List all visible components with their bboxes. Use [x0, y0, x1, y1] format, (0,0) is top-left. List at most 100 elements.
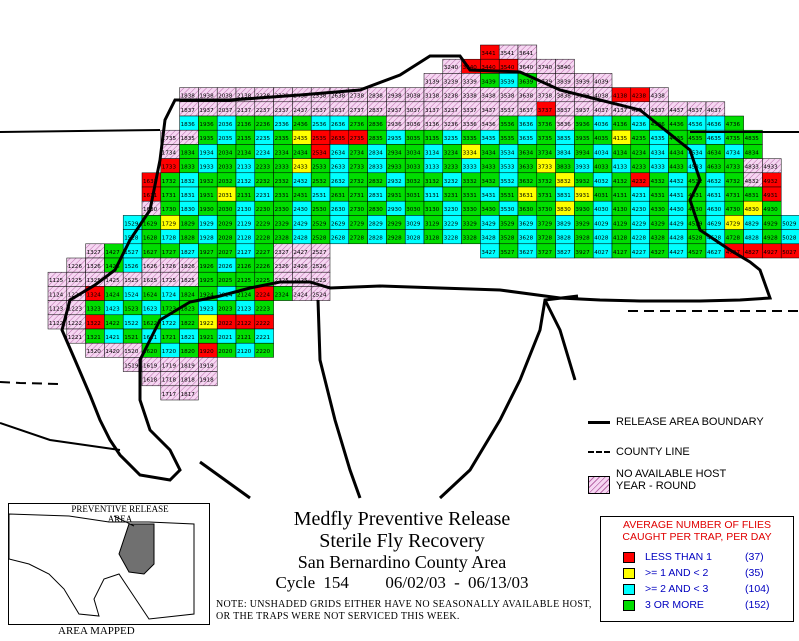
- grid-cell-label: 4433: [669, 165, 684, 171]
- flies-count-ge1: (35): [745, 567, 764, 579]
- grid-cell-label: 2635: [331, 136, 346, 142]
- grid-cell-label: 2328: [275, 236, 290, 242]
- grid-cell-label: 1818: [181, 378, 196, 384]
- grid-cell-label: 1421: [105, 335, 120, 341]
- grid-cell-label: 1719: [162, 363, 177, 369]
- grid-cell-label: 2737: [350, 108, 365, 114]
- grid-cell-label: 1821: [181, 335, 196, 341]
- grid-cell-label: 3828: [557, 236, 572, 242]
- grid-cell-label: 2229: [256, 221, 271, 227]
- grid-cell-label: 2228: [256, 236, 271, 242]
- grid-cell-label: 1920: [199, 349, 214, 355]
- grid-cell-label: 2538: [312, 94, 327, 100]
- grid-cell-label: 4531: [688, 193, 703, 199]
- inset-title-line-1: PREVENTIVE RELEASE: [71, 504, 169, 514]
- grid-cell-label: 3830: [557, 207, 572, 213]
- grid-cell-label: 4038: [594, 94, 609, 100]
- grid-cell-label: 4431: [669, 193, 684, 199]
- grid-cell-label: 4627: [707, 250, 722, 256]
- grid-cell-label: 2021: [218, 335, 233, 341]
- road-line-3: [316, 299, 362, 499]
- grid-cell-label: 3737: [538, 108, 553, 114]
- grid-cell-label: 3731: [538, 193, 553, 199]
- grid-cell-label: 1936: [199, 122, 214, 128]
- date-range: 06/02/03 - 06/13/03: [385, 573, 529, 592]
- grid-cell-label: 2428: [293, 236, 308, 242]
- grid-cell-label: 3031: [406, 193, 421, 199]
- grid-cell-label: 3132: [425, 179, 439, 185]
- grid-cell-label: 1823: [181, 307, 196, 313]
- grid-cell-label: 1833: [181, 165, 196, 171]
- grid-cell-label: 1322: [87, 321, 101, 327]
- grid-cell-label: 1937: [199, 108, 214, 114]
- grid-cell-label: 3335: [463, 136, 478, 142]
- grid-cell-label: 3636: [519, 122, 534, 128]
- grid-cell-label: 1632: [143, 179, 157, 185]
- grid-cell-label: 4530: [688, 207, 703, 213]
- grid-cell-label: 2023: [218, 307, 233, 313]
- grid-cell-label: 4138: [613, 94, 628, 100]
- grid-cell-label: 3334: [463, 150, 478, 156]
- legend-no-host-label-1: NO AVAILABLE HOST: [616, 468, 727, 480]
- grid-cell-label: 4235: [632, 136, 647, 142]
- grid-cell-label: 2828: [369, 236, 384, 242]
- grid-cell-label: 3139: [425, 79, 440, 85]
- grid-cell-label: 2636: [331, 122, 346, 128]
- grid-cell-label: 1631: [143, 193, 158, 199]
- cycle-dates: Cycle 154 06/02/03 - 06/13/03: [212, 572, 592, 594]
- grid-cell-label: 2232: [256, 179, 270, 185]
- grid-cell-label: 2536: [312, 122, 327, 128]
- grid-cell-label: 2424: [293, 292, 308, 298]
- grid-cell-label: 2135: [237, 136, 252, 142]
- grid-cell-label: 2028: [218, 236, 233, 242]
- grid-cell-label: 2132: [237, 179, 251, 185]
- grid-cell-label: 3338: [463, 94, 478, 100]
- grid-cell-label: 4728: [726, 236, 741, 242]
- grid-cell-label: 2327: [275, 250, 290, 256]
- grid-cell-label: 3240: [444, 65, 459, 71]
- grid-cell-label: 2836: [369, 122, 384, 128]
- grid-cell-label: 2331: [275, 193, 290, 199]
- grid-cell-label: 3838: [557, 94, 572, 100]
- grid-cell-label: 3631: [519, 193, 534, 199]
- grid-cell-label: 4928: [763, 236, 778, 242]
- grid-cell-label: 3128: [425, 236, 440, 242]
- grid-cell-label: 2527: [312, 250, 327, 256]
- swatch-2-to-3: [623, 583, 635, 595]
- grid-cell-label: 1521: [124, 335, 139, 341]
- grid-cell-label: 3533: [500, 165, 515, 171]
- grid-cell-label: 2020: [218, 349, 233, 355]
- grid-cell-label: 4829: [745, 221, 760, 227]
- grid-cell-label: 1921: [199, 335, 214, 341]
- grid-cell-label: 1934: [199, 150, 214, 156]
- grid-cell-label: 1837: [181, 108, 196, 114]
- grid-cell-label: 3135: [425, 136, 440, 142]
- grid-cell-label: 2031: [218, 193, 233, 199]
- grid-cell-label: 3728: [538, 236, 553, 242]
- grid-cell-label: 4930: [763, 207, 778, 213]
- grid-cell-label: 3129: [425, 221, 440, 227]
- flies-label-ge3: 3 OR MORE: [645, 599, 704, 611]
- grid-cell-label: 1320: [87, 349, 102, 355]
- grid-cell: [179, 385, 199, 401]
- grid-cell-label: 1722: [162, 321, 176, 327]
- grid-cell-label: 4732: [726, 179, 740, 185]
- grid-cell-label: 4337: [651, 108, 666, 114]
- grid-cell-label: 3732: [538, 179, 552, 185]
- inset-svg: [8, 513, 195, 620]
- grid-cell-label: 2532: [312, 179, 326, 185]
- inset-pointer: [113, 515, 135, 527]
- grid-cell-label: 1422: [105, 321, 119, 327]
- grid-cell-label: 3428: [481, 236, 496, 242]
- grid-cell-label: 4331: [651, 193, 666, 199]
- grid-cell-label: 4633: [707, 165, 722, 171]
- road-line-5: [199, 460, 251, 500]
- grid-cell-label: 3833: [557, 165, 572, 171]
- grid-cell-label: 2120: [237, 349, 252, 355]
- grid-cell-label: 3932: [575, 179, 589, 185]
- grid-cell-label: 1620: [143, 349, 158, 355]
- grid-cell-label: 2123: [237, 307, 252, 313]
- grid-cell-label: 1828: [181, 236, 196, 242]
- grid-cell-label: 1724: [162, 292, 177, 298]
- grid-cell-label: 2137: [237, 108, 252, 114]
